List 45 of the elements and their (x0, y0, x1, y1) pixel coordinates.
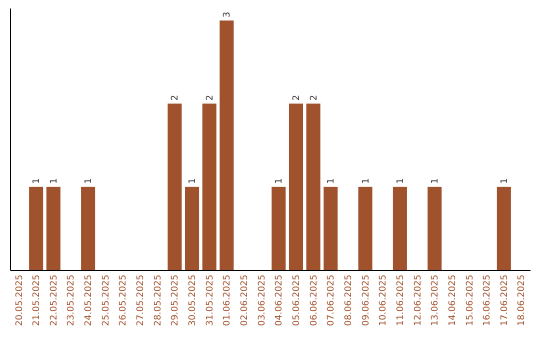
data-label: 2 (292, 94, 302, 101)
x-tick-label: 22.05.2025 (49, 274, 60, 326)
x-tick-label: 25.05.2025 (101, 274, 112, 326)
data-label: 1 (500, 178, 510, 184)
x-tick-label: 31.05.2025 (205, 274, 216, 326)
x-tick-label: 17.06.2025 (500, 274, 510, 326)
x-tick-label: 12.06.2025 (413, 274, 424, 326)
x-tick-label: 11.06.2025 (396, 274, 406, 326)
x-tick-label: 09.06.2025 (361, 274, 372, 326)
x-tick-label: 04.06.2025 (274, 274, 285, 326)
x-tick-label: 21.05.2025 (32, 274, 42, 326)
x-tick-label: 24.05.2025 (84, 274, 94, 326)
x-tick-label: 28.05.2025 (153, 274, 164, 326)
data-label: 1 (361, 178, 372, 184)
data-label: 1 (49, 178, 60, 184)
x-tick-label: 29.05.2025 (170, 274, 181, 326)
x-tick-label: 27.05.2025 (136, 274, 146, 326)
x-tick-label: 05.06.2025 (292, 274, 302, 326)
x-tick-label: 16.06.2025 (482, 274, 493, 326)
data-label: 1 (84, 178, 94, 184)
data-label: 2 (309, 94, 320, 101)
x-tick-label: 10.06.2025 (378, 274, 389, 326)
x-tick-label: 08.06.2025 (344, 274, 354, 326)
x-tick-label: 30.05.2025 (188, 274, 198, 326)
data-label: 2 (170, 94, 181, 101)
data-label: 1 (430, 178, 441, 184)
data-label: 1 (326, 178, 337, 184)
x-tick-label: 18.06.2025 (517, 274, 528, 326)
x-tick-label: 13.06.2025 (430, 274, 441, 326)
data-label: 1 (396, 178, 406, 184)
data-label: 1 (274, 178, 285, 184)
x-tick-label: 14.06.2025 (448, 274, 458, 326)
x-tick-label: 26.05.2025 (118, 274, 129, 326)
data-label: 1 (32, 178, 42, 184)
data-label: 3 (222, 12, 233, 18)
data-label: 1 (188, 178, 198, 184)
x-tick-label: 02.06.2025 (240, 274, 250, 326)
x-tick-label: 20.05.2025 (14, 274, 25, 326)
x-tick-label: 01.06.2025 (222, 274, 233, 326)
x-tick-label: 07.06.2025 (326, 274, 337, 326)
x-tick-label: 15.06.2025 (465, 274, 476, 326)
x-tick-label: 23.05.2025 (66, 274, 77, 326)
data-label: 2 (205, 94, 216, 101)
x-tick-label: 03.06.2025 (257, 274, 268, 326)
x-tick-label: 06.06.2025 (309, 274, 320, 326)
